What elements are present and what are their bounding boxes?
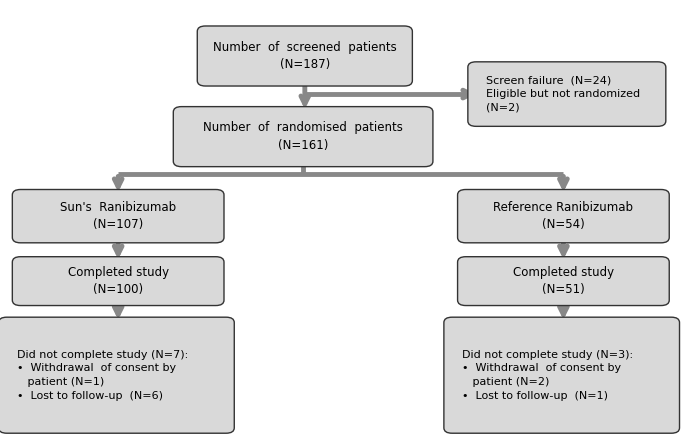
FancyBboxPatch shape [12, 190, 224, 243]
Text: Number  of  randomised  patients
(N=161): Number of randomised patients (N=161) [203, 121, 403, 152]
Text: Screen failure  (N=24)
Eligible but not randomized
(N=2): Screen failure (N=24) Eligible but not r… [486, 75, 640, 113]
Text: Completed study
(N=51): Completed study (N=51) [513, 266, 614, 297]
Text: Sun's  Ranibizumab
(N=107): Sun's Ranibizumab (N=107) [60, 201, 176, 232]
FancyBboxPatch shape [458, 257, 669, 306]
FancyBboxPatch shape [458, 190, 669, 243]
FancyBboxPatch shape [444, 317, 680, 433]
Text: Number  of  screened  patients
(N=187): Number of screened patients (N=187) [213, 41, 397, 71]
Text: Did not complete study (N=3):
•  Withdrawal  of consent by
   patient (N=2)
•  L: Did not complete study (N=3): • Withdraw… [462, 350, 634, 401]
Text: Completed study
(N=100): Completed study (N=100) [68, 266, 169, 297]
FancyBboxPatch shape [197, 26, 412, 86]
Text: Reference Ranibizumab
(N=54): Reference Ranibizumab (N=54) [493, 201, 634, 232]
FancyBboxPatch shape [0, 317, 234, 433]
Text: Did not complete study (N=7):
•  Withdrawal  of consent by
   patient (N=1)
•  L: Did not complete study (N=7): • Withdraw… [17, 350, 188, 401]
FancyBboxPatch shape [173, 107, 433, 167]
FancyBboxPatch shape [12, 257, 224, 306]
FancyBboxPatch shape [468, 62, 666, 126]
